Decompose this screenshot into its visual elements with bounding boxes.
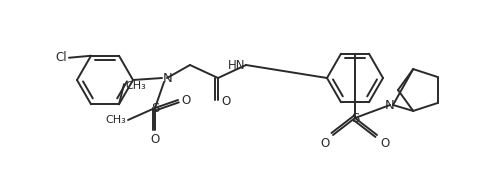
Text: N: N: [385, 99, 395, 111]
Text: O: O: [150, 133, 159, 146]
Text: N: N: [163, 71, 173, 85]
Text: O: O: [321, 137, 330, 150]
Text: HN: HN: [228, 59, 245, 71]
Text: O: O: [221, 94, 230, 108]
Text: CH₃: CH₃: [125, 81, 146, 91]
Text: S: S: [151, 102, 159, 114]
Text: Cl: Cl: [55, 51, 67, 64]
Text: CH₃: CH₃: [105, 115, 126, 125]
Text: O: O: [380, 137, 389, 150]
Text: S: S: [351, 111, 359, 125]
Text: O: O: [181, 94, 190, 107]
